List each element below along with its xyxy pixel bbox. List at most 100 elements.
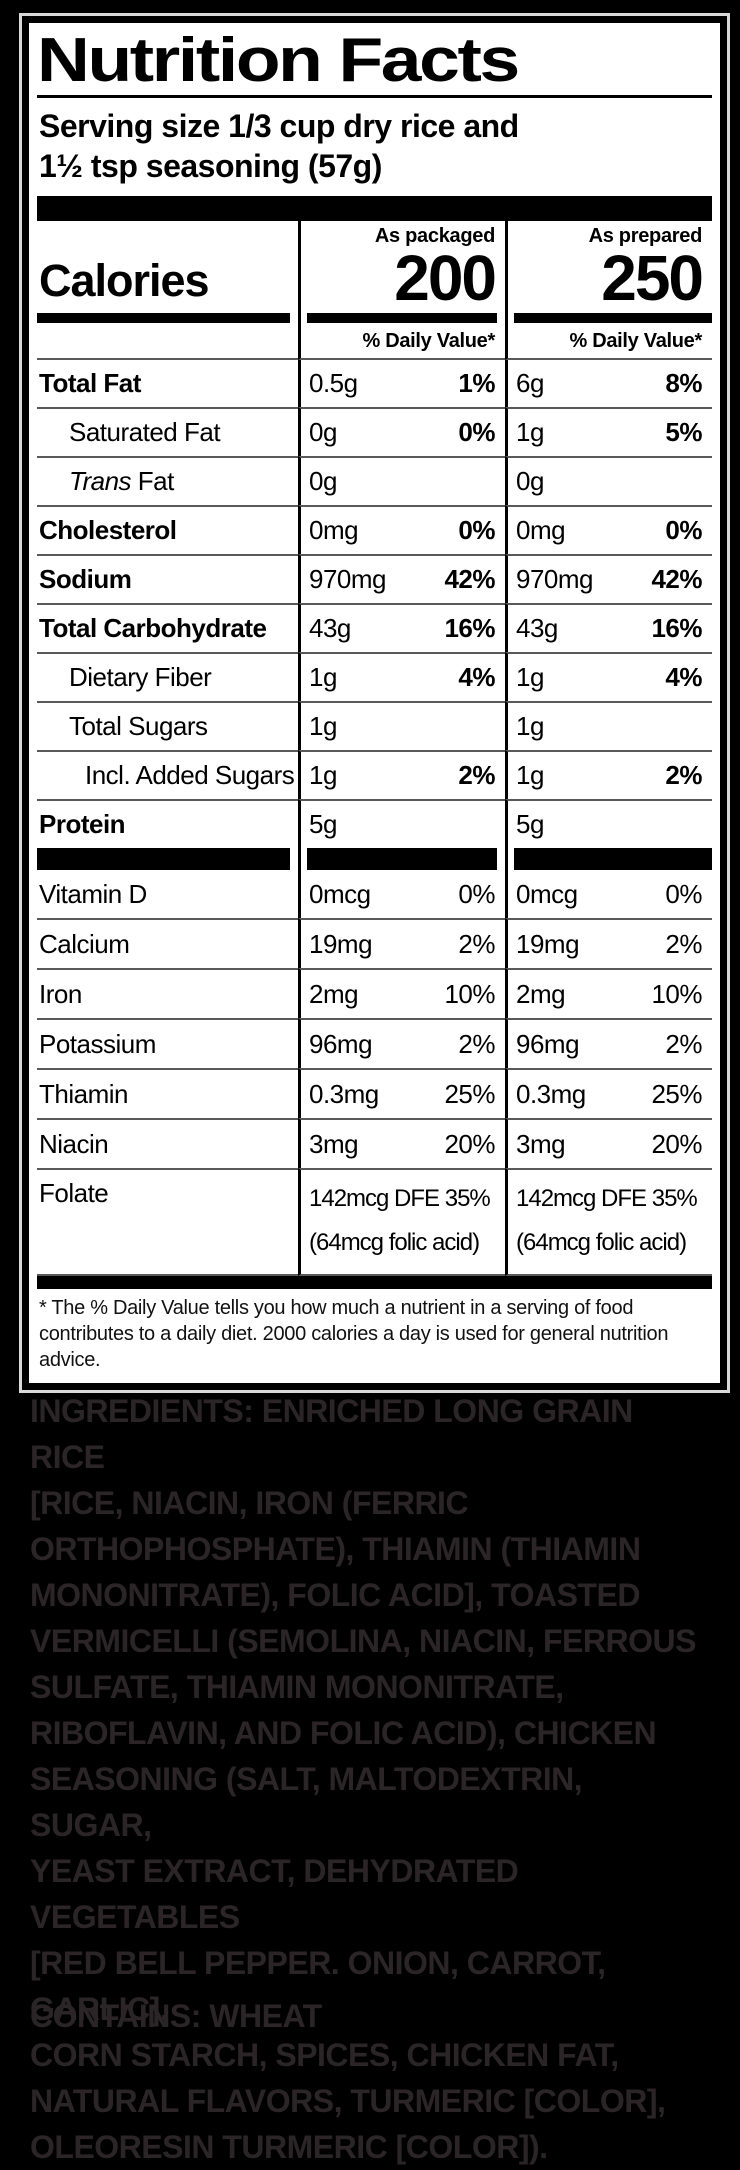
vitamin-label: Vitamin D: [39, 878, 147, 909]
table-row: Protein 5g 5g: [37, 799, 712, 849]
percent-dv: 10%: [651, 978, 702, 1009]
amount: 0mcg: [516, 878, 578, 909]
amount: 970mg: [516, 564, 594, 595]
percent-dv: 25%: [651, 1078, 702, 1109]
vitamin-table: Vitamin D 0mcg 0% 0mcg 0% Calcium 19mg 2% 1…: [37, 870, 712, 1277]
amount: 1g: [516, 417, 544, 448]
contains-label: CONTAINS:: [30, 1998, 201, 2034]
title-rule: [37, 95, 712, 99]
amount: 0mg: [309, 515, 359, 546]
serving-size: Serving size 1/3 cup dry rice and 1½ tsp…: [39, 108, 519, 185]
calories-as-packaged: As packaged 200: [298, 221, 505, 315]
table-row: Folate 142mcg DFE 35% (64mcg folic acid)…: [37, 1168, 712, 1277]
amount: 5g: [309, 809, 337, 840]
table-row: Vitamin D 0mcg 0% 0mcg 0%: [37, 870, 712, 919]
percent-dv: 10%: [444, 978, 495, 1009]
nutrient-label: Fat: [131, 466, 175, 497]
amount: 96mg: [309, 1028, 373, 1059]
ingredients-text: ENRICHED LONG GRAIN RICE [RICE, NIACIN, …: [30, 1393, 696, 2165]
amount: 3mg: [309, 1128, 359, 1159]
percent-dv: 2%: [458, 1028, 495, 1059]
amount: 2mg: [516, 978, 566, 1009]
dv-empty-cell: [37, 323, 298, 361]
percent-dv: 25%: [444, 1078, 495, 1109]
table-row: Total Sugars 1g 1g: [37, 701, 712, 751]
panel-title: Nutrition Facts: [37, 26, 520, 95]
amount: 96mg: [516, 1028, 580, 1059]
col1-calories-value: 200: [394, 242, 497, 315]
ingredients-section: INGREDIENTS: ENRICHED LONG GRAIN RICE [R…: [30, 1388, 706, 2170]
percent-dv: 8%: [665, 368, 702, 399]
percent-dv: 2%: [665, 1028, 702, 1059]
percent-dv: 0%: [458, 417, 495, 448]
amount: 1g: [309, 662, 337, 693]
table-row: Sodium 970mg 42% 970mg 42%: [37, 554, 712, 604]
amount: 3mg: [516, 1128, 566, 1159]
nutrition-facts-panel: Nutrition Facts Serving size 1/3 cup dry…: [22, 16, 727, 1391]
nutrient-label: Dietary Fiber: [69, 662, 212, 693]
vitamin-label: Niacin: [39, 1128, 109, 1159]
table-row: Potassium 96mg 2% 96mg 2%: [37, 1018, 712, 1069]
amount: 0mg: [516, 515, 566, 546]
vitamin-label: Calcium: [39, 928, 130, 959]
amount: 0mcg: [309, 878, 371, 909]
daily-value-header-row: % Daily Value* % Daily Value*: [37, 323, 712, 361]
amount: 1g: [516, 662, 544, 693]
percent-dv: 20%: [444, 1128, 495, 1159]
percent-dv: 20%: [651, 1128, 702, 1159]
daily-value-footnote: * The % Daily Value tells you how much a…: [39, 1297, 669, 1372]
col1-dv-header: % Daily Value*: [298, 323, 505, 361]
nutrient-label: Total Fat: [39, 368, 141, 399]
table-row: Trans Fat 0g 0g: [37, 456, 712, 506]
col2-dv-header: % Daily Value*: [505, 323, 712, 361]
percent-dv: 0%: [665, 515, 702, 546]
percent-dv: 16%: [444, 613, 495, 644]
percent-dv: 1%: [458, 368, 495, 399]
amount: 1g: [516, 711, 544, 742]
amount: 6g: [516, 368, 544, 399]
contains-section: CONTAINS: WHEAT: [30, 1998, 322, 2035]
amount: 0g: [309, 466, 337, 497]
percent-dv: 42%: [444, 564, 495, 595]
nutrient-label: Total Carbohydrate: [39, 613, 267, 644]
percent-dv: 5%: [665, 417, 702, 448]
amount: 970mg: [309, 564, 387, 595]
thick-separator-bar-top: [37, 196, 712, 222]
percent-dv: 2%: [458, 760, 495, 791]
calories-header-row: Calories As packaged 200 As prepared 250: [37, 221, 712, 315]
percent-dv: 16%: [651, 613, 702, 644]
nutrient-table: Total Fat 0.5g 1% 6g 8% Saturated Fat 0g 0%…: [37, 360, 712, 849]
table-row: Niacin 3mg 20% 3mg 20%: [37, 1118, 712, 1169]
amount: 1g: [309, 760, 337, 791]
nutrient-label-italic: Trans: [69, 466, 132, 497]
amount: 0.5g: [309, 368, 358, 399]
percent-dv: 2%: [458, 928, 495, 959]
mid-separator-bars: [37, 848, 712, 871]
nutrient-label: Total Sugars: [69, 711, 208, 742]
table-row: Total Carbohydrate 43g 16% 43g 16%: [37, 603, 712, 653]
vitamin-label: Iron: [39, 978, 82, 1009]
amount: 1g: [516, 760, 544, 791]
calories-label: Calories: [39, 255, 210, 307]
percent-dv: 2%: [665, 760, 702, 791]
amount: 0.3mg: [516, 1078, 586, 1109]
table-row: Calcium 19mg 2% 19mg 2%: [37, 918, 712, 969]
amount: 2mg: [309, 978, 359, 1009]
nutrient-label: Protein: [39, 809, 126, 840]
percent-dv: 4%: [665, 662, 702, 693]
col2-header: As prepared: [588, 225, 703, 248]
percent-dv: 42%: [651, 564, 702, 595]
table-row: Iron 2mg 10% 2mg 10%: [37, 968, 712, 1019]
amount: 0g: [516, 466, 544, 497]
amount: 1g: [309, 711, 337, 742]
amount: 5g: [516, 809, 544, 840]
table-row: Saturated Fat 0g 0% 1g 5%: [37, 407, 712, 457]
nutrient-label: Sodium: [39, 564, 132, 595]
percent-dv: 0%: [665, 878, 702, 909]
amount: 43g: [309, 613, 351, 644]
vitamin-label: Folate: [39, 1178, 109, 1209]
table-row: Total Fat 0.5g 1% 6g 8%: [37, 360, 712, 408]
folate-value: 142mcg DFE 35% (64mcg folic acid): [309, 1185, 491, 1257]
percent-dv: 0%: [458, 515, 495, 546]
amount: 0g: [309, 417, 337, 448]
